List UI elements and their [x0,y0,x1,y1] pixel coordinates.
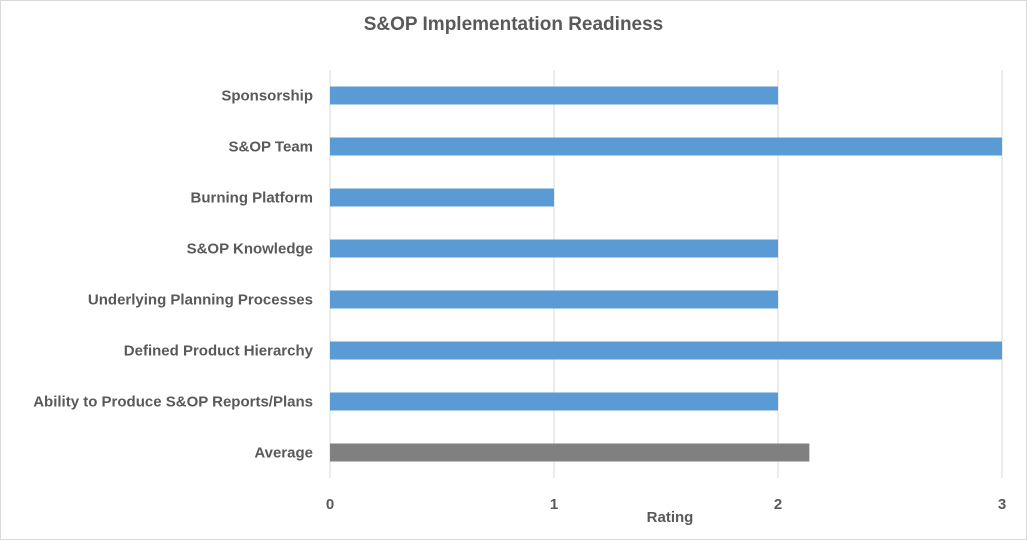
category-label: Sponsorship [221,88,313,105]
bar-ability-to-produce-s-op-reports-plans [330,392,778,411]
category-label: Underlying Planning Processes [88,292,313,309]
category-label: Defined Product Hierarchy [124,343,314,360]
bar-burning-platform [330,188,554,207]
x-tick-labels: 0 1 2 3 [326,496,1006,513]
x-tick-label: 0 [326,496,334,513]
x-tick-label: 2 [774,496,782,513]
chart-title: S&OP Implementation Readiness [363,14,664,35]
bars [330,86,1002,462]
category-label: Ability to Produce S&OP Reports/Plans [33,394,313,411]
x-tick-label: 1 [550,496,558,513]
bar-s-op-knowledge [330,239,778,258]
category-label: S&OP Team [229,139,313,156]
bar-sponsorship [330,86,778,105]
bar-average [330,443,810,462]
gridlines [329,70,1003,478]
bar-defined-product-hierarchy [330,341,1002,360]
x-axis-title: Rating [646,509,694,526]
category-labels: Sponsorship S&OP Team Burning Platform S&OP… [33,88,313,462]
category-label: Average [254,445,313,462]
category-label: S&OP Knowledge [187,241,313,258]
category-label: Burning Platform [191,190,314,207]
bar-underlying-planning-processes [330,290,778,309]
bar-s-op-team [330,137,1002,156]
x-tick-label: 3 [998,496,1006,513]
